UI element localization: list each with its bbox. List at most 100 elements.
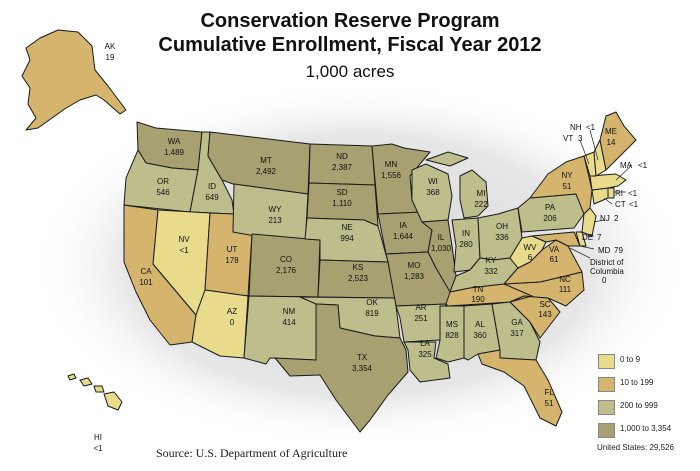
label-TN-value: 190 — [471, 295, 485, 304]
label-MO-value: 1,283 — [404, 272, 425, 281]
label-WV-abbr: WV — [524, 243, 538, 252]
label-ND-value: 2,387 — [332, 163, 353, 172]
label-FL-abbr: FL — [544, 388, 554, 397]
label-PA-value: 206 — [543, 214, 557, 223]
label-CO-abbr: CO — [280, 255, 292, 264]
legend-item: 200 to 999 — [598, 400, 698, 416]
label-IL-abbr: IL — [438, 233, 445, 242]
label-CT-value: <1 — [629, 200, 639, 209]
label-NH-value: <1 — [586, 123, 596, 132]
label-CT-abbr: CT — [615, 200, 626, 209]
label-UT-abbr: UT — [227, 245, 238, 254]
label-KS-value: 2,523 — [348, 274, 369, 283]
legend-item: 1,000 to 3,354 — [598, 423, 698, 439]
label-VA-value: 61 — [550, 255, 559, 264]
state-MI — [425, 151, 489, 219]
label-SC-value: 143 — [538, 310, 552, 319]
state-MA — [589, 173, 627, 191]
label-CA-abbr: CA — [140, 267, 152, 276]
label-ME-value: 14 — [607, 138, 616, 147]
label-ND-abbr: ND — [336, 152, 348, 161]
label-UT-value: 178 — [225, 256, 239, 265]
label-IL-value: 1,030 — [431, 244, 452, 253]
label-IA-abbr: IA — [399, 221, 407, 230]
legend-label: 200 to 999 — [620, 401, 658, 410]
label-IN-abbr: IN — [462, 229, 470, 238]
state-PA — [517, 193, 585, 233]
label-OR-value: 546 — [156, 188, 170, 197]
map-units: 1,000 acres — [305, 62, 395, 81]
label-WI-abbr: WI — [428, 177, 438, 186]
label-NE-value: 994 — [340, 234, 354, 243]
label-TX-value: 3,354 — [352, 364, 373, 373]
label-NC-abbr: NC — [559, 275, 571, 284]
label-AL-abbr: AL — [475, 320, 485, 329]
state-MD — [531, 231, 581, 247]
label-MI-value: 222 — [474, 200, 488, 209]
label-DC-name2: Columbia — [590, 267, 624, 276]
label-WA-abbr: WA — [168, 137, 181, 146]
label-IA-value: 1,644 — [393, 232, 414, 241]
state-LA — [403, 341, 451, 383]
state-WI — [411, 163, 453, 223]
label-WA-value: 1,489 — [164, 148, 185, 157]
us-total: United States: 29,526 — [597, 443, 674, 452]
label-OR-abbr: OR — [157, 177, 169, 186]
state-HI — [67, 373, 123, 411]
label-KS-abbr: KS — [353, 263, 364, 272]
label-MI-abbr: MI — [477, 189, 486, 198]
label-NY-abbr: NY — [561, 171, 573, 180]
legend-swatch — [598, 423, 615, 438]
state-WV — [509, 235, 547, 269]
label-NH-abbr: NH — [570, 123, 582, 132]
label-OH-value: 336 — [495, 233, 509, 242]
label-VT-value: 3 — [578, 134, 583, 143]
label-MS-value: 828 — [445, 331, 459, 340]
label-MA-value: <1 — [638, 161, 648, 170]
label-NY-value: 51 — [563, 182, 572, 191]
label-MT-abbr: MT — [260, 156, 272, 165]
source-note: Source: U.S. Department of Agriculture — [156, 446, 348, 460]
label-TX-abbr: TX — [357, 353, 368, 362]
legend-item: 10 to 199 — [598, 377, 698, 393]
state-FL — [477, 349, 563, 427]
label-VA-abbr: VA — [549, 245, 560, 254]
label-ME-abbr: ME — [605, 127, 617, 136]
state-DE — [575, 231, 587, 247]
label-NJ-abbr: NJ — [600, 214, 610, 223]
legend-label: 10 to 199 — [620, 378, 654, 387]
legend-swatch — [598, 377, 615, 392]
state-RI — [607, 187, 615, 199]
label-MA-abbr: MA — [620, 161, 633, 170]
label-AR-value: 251 — [414, 314, 428, 323]
label-NC-value: 111 — [559, 285, 572, 294]
label-NV-value: <1 — [179, 246, 189, 255]
state-NM — [243, 295, 319, 365]
state-AR — [395, 303, 447, 343]
legend-item: 0 to 9 — [598, 354, 698, 370]
label-AZ-abbr: AZ — [227, 307, 237, 316]
label-GA-value: 317 — [510, 329, 524, 338]
label-MN-value: 1,556 — [381, 171, 402, 180]
label-RI-value: <1 — [628, 189, 638, 198]
label-CA-value: 101 — [139, 278, 153, 287]
label-WY-abbr: WY — [269, 205, 283, 214]
label-HI-abbr: HI — [94, 433, 102, 442]
label-WV-value: 6 — [528, 253, 533, 262]
label-NJ-value: 2 — [614, 214, 619, 223]
legend-swatch — [598, 354, 615, 369]
label-MN-abbr: MN — [385, 160, 398, 169]
label-AK-value: 19 — [106, 53, 115, 62]
label-DE-abbr: DE — [582, 233, 593, 242]
label-SD-abbr: SD — [336, 188, 347, 197]
state-AZ — [191, 289, 249, 359]
map-title: Conservation Reserve Program — [200, 10, 500, 32]
label-AR-abbr: AR — [415, 303, 426, 312]
label-FL-value: 51 — [545, 399, 554, 408]
label-MT-value: 2,492 — [256, 167, 277, 176]
label-NV-abbr: NV — [178, 235, 190, 244]
label-VT-abbr: VT — [563, 134, 573, 143]
label-ID-abbr: ID — [208, 182, 216, 191]
